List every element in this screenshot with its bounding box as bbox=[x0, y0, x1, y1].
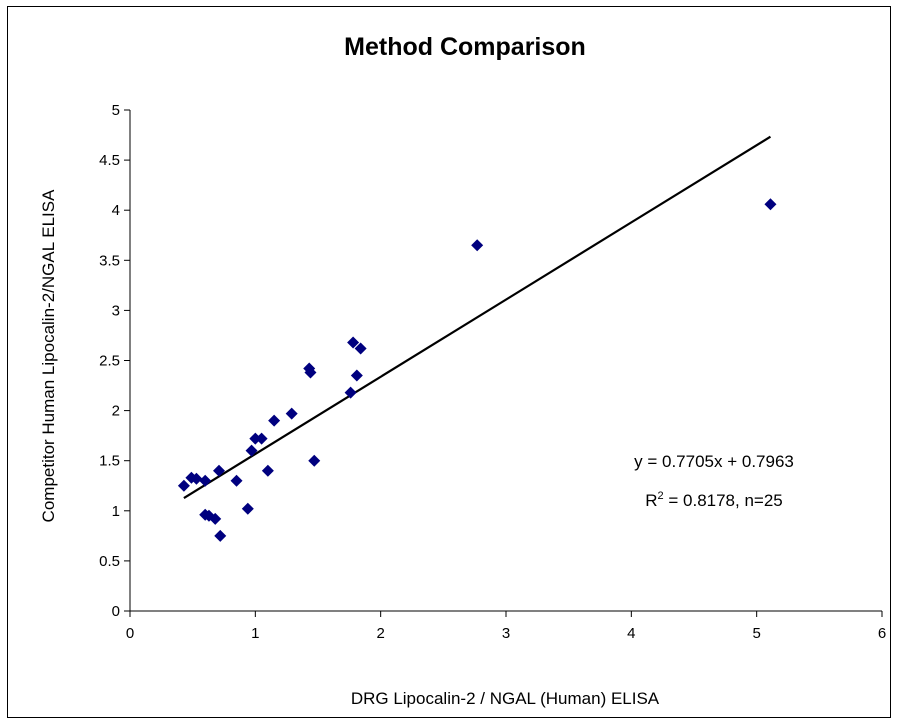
data-point bbox=[764, 198, 777, 211]
data-point bbox=[190, 472, 203, 485]
y-tick-label: 4.5 bbox=[99, 152, 120, 169]
data-point bbox=[230, 474, 243, 487]
data-point bbox=[347, 336, 360, 349]
data-point bbox=[308, 454, 321, 467]
y-tick-label: 0.5 bbox=[99, 553, 120, 570]
data-point bbox=[241, 502, 254, 515]
data-point bbox=[285, 407, 298, 420]
data-point bbox=[214, 529, 227, 542]
data-point bbox=[471, 239, 484, 252]
r-squared-prefix: R bbox=[645, 491, 657, 510]
r-squared-exponent: 2 bbox=[658, 490, 664, 502]
trendline-group bbox=[183, 135, 772, 499]
y-tick-label: 1.5 bbox=[99, 453, 120, 470]
r-squared-label: R2 = 0.8178, n=25 bbox=[645, 490, 783, 510]
data-point bbox=[212, 464, 225, 477]
data-point bbox=[354, 342, 367, 355]
data-point bbox=[304, 366, 317, 379]
trendline bbox=[183, 135, 772, 499]
x-tick-label: 3 bbox=[502, 625, 510, 642]
y-tick-label: 5 bbox=[112, 102, 120, 119]
axes: 0 0.5 1 1.5 2 2.5 3 3.5 4 4.5 5 0 1 2 3 4 5 6 bbox=[99, 102, 886, 642]
y-axis-label: Competitor Human Lipocalin-2/NGAL ELISA bbox=[39, 189, 58, 523]
y-tick-label: 3.5 bbox=[99, 252, 120, 269]
y-tick-label: 0 bbox=[112, 603, 120, 620]
x-tick-label: 4 bbox=[627, 625, 635, 642]
x-tick-label: 1 bbox=[251, 625, 259, 642]
trendline-equation: y = 0.7705x + 0.7963 bbox=[634, 452, 794, 471]
chart-title: Method Comparison bbox=[344, 33, 586, 61]
data-point bbox=[177, 479, 190, 492]
y-tick-label: 1 bbox=[112, 503, 120, 520]
data-point bbox=[268, 414, 281, 427]
data-point bbox=[249, 432, 262, 445]
data-point bbox=[245, 444, 258, 457]
data-point bbox=[261, 464, 274, 477]
x-tick-label: 2 bbox=[376, 625, 384, 642]
x-tick-label: 5 bbox=[752, 625, 760, 642]
x-tick-label: 6 bbox=[878, 625, 886, 642]
data-point bbox=[344, 386, 357, 399]
r-squared-rest: = 0.8178, n=25 bbox=[664, 491, 783, 510]
y-tick-label: 4 bbox=[112, 202, 120, 219]
data-point bbox=[255, 432, 268, 445]
x-tick-label: 0 bbox=[126, 625, 134, 642]
data-point bbox=[209, 512, 222, 525]
chart-frame bbox=[7, 6, 891, 718]
y-tick-label: 3 bbox=[112, 302, 120, 319]
data-point bbox=[199, 474, 212, 487]
data-points bbox=[177, 198, 777, 542]
data-point bbox=[350, 369, 363, 382]
x-axis-label: DRG Lipocalin-2 / NGAL (Human) ELISA bbox=[351, 689, 660, 708]
y-tick-label: 2 bbox=[112, 403, 120, 420]
y-tick-label: 2.5 bbox=[99, 353, 120, 370]
